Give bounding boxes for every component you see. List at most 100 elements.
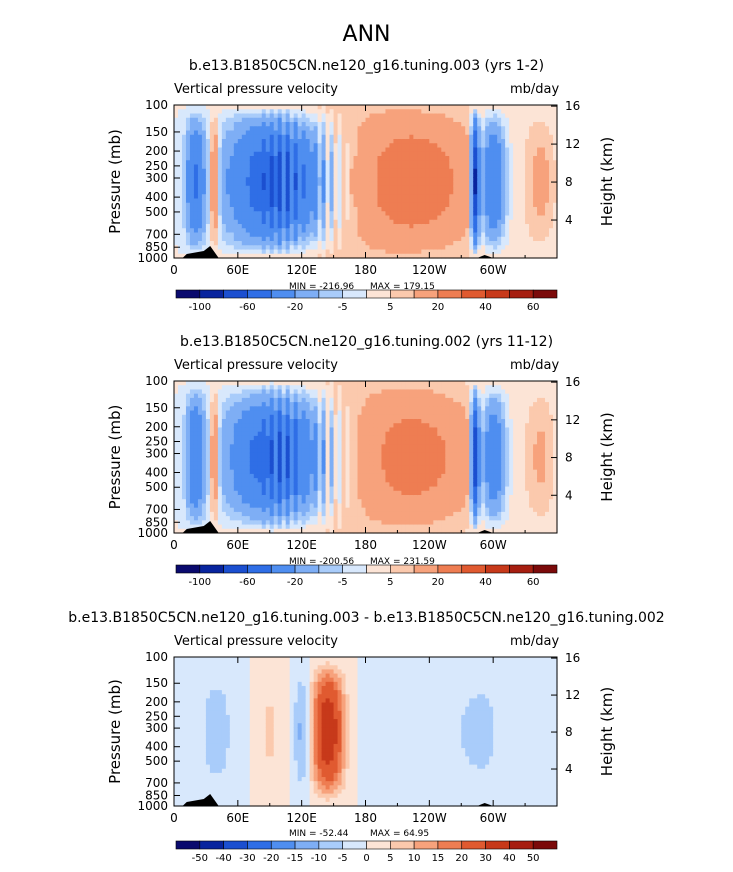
field-cell (221, 444, 227, 450)
field-cell (309, 511, 315, 517)
field-cell (465, 151, 470, 157)
field-cell (197, 236, 203, 242)
field-cell (273, 105, 279, 110)
field-cell (301, 156, 307, 161)
field-cell (174, 151, 179, 157)
field-cell (289, 397, 295, 403)
field-cell (249, 245, 255, 251)
field-cell (457, 236, 462, 242)
field-cell (245, 486, 251, 492)
field-cell (385, 168, 391, 174)
field-cell (241, 503, 247, 509)
field-cell (189, 520, 195, 526)
field-cell (437, 253, 442, 259)
field-cell (493, 228, 498, 234)
field-cell (549, 177, 554, 183)
field-cell (333, 130, 339, 136)
field-cell (365, 139, 371, 144)
field-cell (477, 185, 482, 191)
field-cell (281, 194, 287, 200)
field-cell (513, 105, 518, 110)
field-cell (245, 393, 251, 399)
field-cell (445, 241, 450, 246)
field-cell (341, 122, 347, 127)
field-cell (281, 495, 287, 500)
field-cell (389, 177, 395, 183)
field-cell (189, 109, 195, 115)
field-cell (529, 126, 534, 132)
field-cell (393, 147, 399, 153)
field-cell (481, 122, 486, 127)
field-cell (249, 207, 255, 212)
field-cell (177, 134, 183, 140)
field-cell (357, 156, 363, 161)
field-cell (465, 168, 470, 174)
field-cell (301, 241, 307, 246)
field-cell (473, 224, 478, 229)
field-cell (197, 490, 203, 496)
field-cell (453, 173, 458, 178)
field-cell (385, 122, 391, 127)
field-cell (189, 177, 195, 183)
field-cell (265, 524, 271, 530)
field-cell (174, 452, 179, 458)
field-cell (529, 105, 534, 110)
field-cell (193, 147, 199, 153)
field-cell (357, 215, 363, 221)
field-cell (221, 520, 227, 526)
field-cell (461, 194, 466, 200)
field-cell (193, 478, 199, 483)
field-cell (381, 173, 387, 178)
field-cell (281, 414, 287, 420)
field-cell (309, 198, 315, 204)
field-cell (269, 528, 275, 534)
field-cell (245, 406, 251, 412)
field-cell (377, 134, 383, 140)
field-cell (233, 393, 239, 399)
field-cell (249, 224, 255, 229)
field-cell (285, 202, 291, 208)
field-cell (425, 160, 430, 166)
field-cell (181, 402, 187, 407)
field-cell (261, 524, 267, 530)
field-cell (177, 524, 183, 530)
field-cell (229, 181, 235, 187)
field-cell (197, 168, 203, 174)
field-cell (489, 194, 494, 200)
field-cell (337, 249, 343, 255)
field-cell (313, 503, 319, 509)
field-cell (377, 207, 383, 212)
field-cell (529, 177, 534, 183)
field-cell (333, 232, 339, 238)
field-cell (245, 105, 251, 110)
field-cell (501, 228, 506, 234)
field-cell (325, 160, 331, 166)
field-cell (241, 457, 247, 462)
field-cell (325, 402, 331, 407)
field-cell (309, 478, 315, 483)
field-cell (181, 130, 187, 136)
field-cell (537, 173, 542, 178)
field-cell (381, 202, 387, 208)
field-cell (225, 122, 231, 127)
field-cell (289, 469, 295, 475)
field-cell (301, 122, 307, 127)
field-cell (473, 232, 478, 238)
field-cell (345, 117, 351, 123)
field-cell (373, 236, 379, 242)
field-cell (489, 215, 494, 221)
field-cell (357, 168, 363, 174)
colorbar-label: -100 (188, 302, 211, 313)
field-cell (473, 156, 478, 161)
field-cell (357, 181, 363, 187)
field-cell (309, 385, 315, 391)
panel-2-max: MAX = 231.59 (370, 557, 435, 567)
field-cell (481, 113, 486, 119)
field-cell (245, 232, 251, 238)
field-cell (497, 202, 502, 208)
field-cell (305, 202, 311, 208)
field-cell (293, 151, 299, 157)
field-cell (397, 134, 403, 140)
field-cell (481, 245, 486, 251)
field-cell (277, 414, 283, 420)
